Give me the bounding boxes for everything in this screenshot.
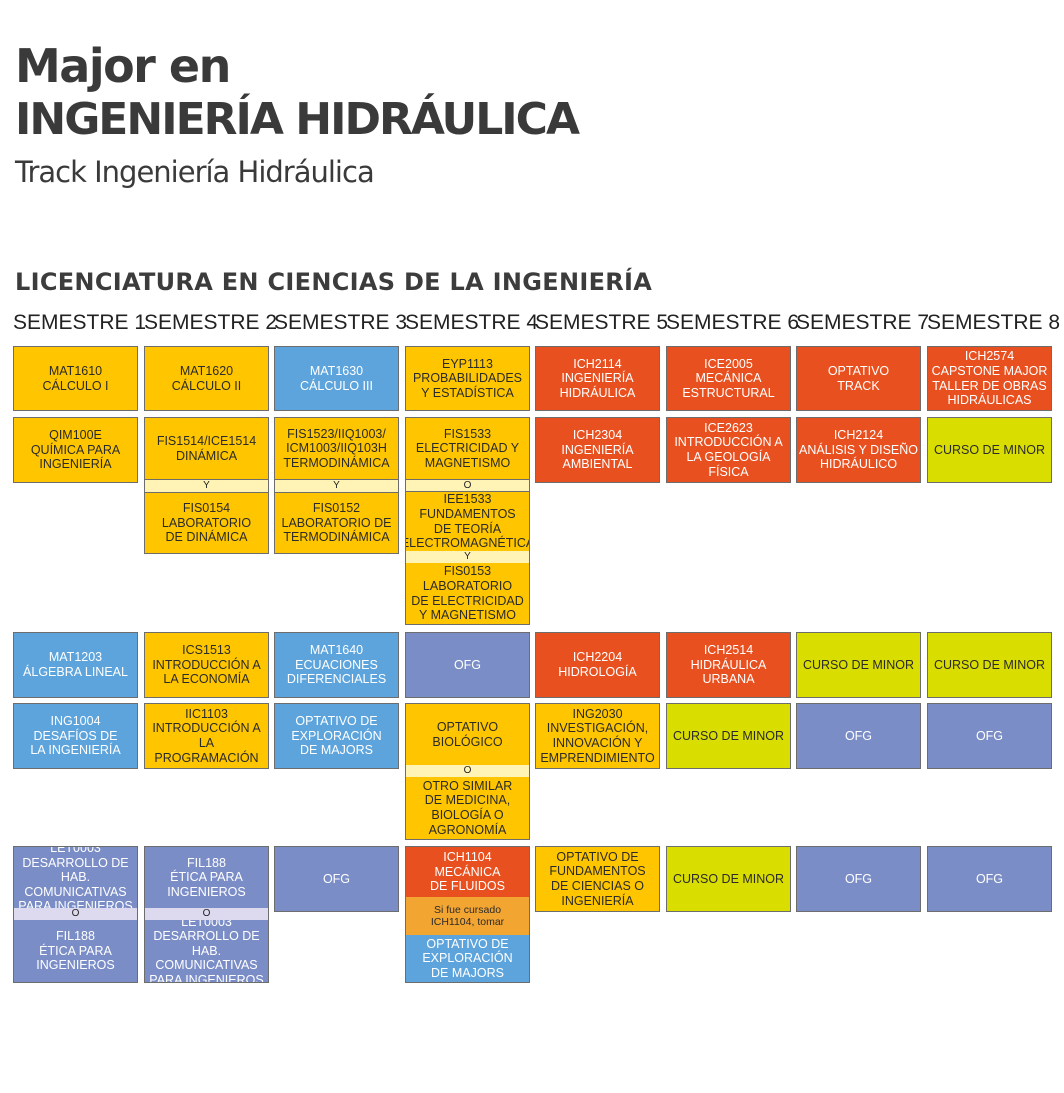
course-optativo-biologico: OPTATIVO BIOLÓGICO <box>405 703 530 765</box>
semester-header-4: SEMESTRE 4 <box>405 311 539 334</box>
track-subtitle: Track Ingeniería Hidráulica <box>15 155 375 189</box>
semester-header-5: SEMESTRE 5 <box>535 311 669 334</box>
connector-o: O <box>405 480 530 491</box>
course-minor: CURSO DE MINOR <box>796 632 921 698</box>
course-ice2005: ICE2005 MECÁNICA ESTRUCTURAL <box>666 346 791 411</box>
course-note: Si fue cursado ICH1104, tomar <box>405 897 530 935</box>
course-ofg: OFG <box>927 846 1052 912</box>
course-ich2204: ICH2204 HIDROLOGÍA <box>535 632 660 698</box>
course-ofg: OFG <box>405 632 530 698</box>
course-fis1523: FIS1523/IIQ1003/ ICM1003/IIQ103H TERMODI… <box>274 417 399 480</box>
semester-header-8: SEMESTRE 8 <box>927 311 1061 334</box>
connector-y: Y <box>405 551 530 563</box>
course-minor: CURSO DE MINOR <box>927 417 1052 483</box>
course-fis1533: FIS1533 ELECTRICIDAD Y MAGNETISMO <box>405 417 530 480</box>
section-heading: LICENCIATURA EN CIENCIAS DE LA INGENIERÍ… <box>15 268 653 296</box>
semester-header-6: SEMESTRE 6 <box>666 311 800 334</box>
course-iee1533: IEE1533 FUNDAMENTOS DE TEORÍA ELECTROMAG… <box>405 491 530 551</box>
course-ofg: OFG <box>927 703 1052 769</box>
course-optativo-fundamentos: OPTATIVO DE FUNDAMENTOS DE CIENCIAS O IN… <box>535 846 660 912</box>
course-ich2514: ICH2514 HIDRÁULICA URBANA <box>666 632 791 698</box>
course-optativo-track: OPTATIVO TRACK <box>796 346 921 411</box>
course-mat1620: MAT1620 CÁLCULO II <box>144 346 269 411</box>
course-mat1610: MAT1610 CÁLCULO I <box>13 346 138 411</box>
course-minor: CURSO DE MINOR <box>666 703 791 769</box>
course-ofg: OFG <box>796 846 921 912</box>
course-ice2623: ICE2623 INTRODUCCIÓN A LA GEOLOGÍA FÍSIC… <box>666 417 791 483</box>
course-ofg: OFG <box>796 703 921 769</box>
semester-header-7: SEMESTRE 7 <box>796 311 930 334</box>
course-fis0152: FIS0152 LABORATORIO DE TERMODINÁMICA <box>274 492 399 554</box>
course-iic1103: IIC1103 INTRODUCCIÓN A LA PROGRAMACIÓN <box>144 703 269 769</box>
course-ich2114: ICH2114 INGENIERÍA HIDRÁULICA <box>535 346 660 411</box>
connector-o: O <box>13 908 138 920</box>
course-mat1630: MAT1630 CÁLCULO III <box>274 346 399 411</box>
title-line-2: INGENIERÍA HIDRÁULICA <box>15 94 580 145</box>
course-ics1513: ICS1513 INTRODUCCIÓN A LA ECONOMÍA <box>144 632 269 698</box>
course-fil188: FIL188 ÉTICA PARA INGENIEROS <box>13 920 138 983</box>
course-let0003: LET0003 DESARROLLO DE HAB. COMUNICATIVAS… <box>144 920 269 983</box>
course-minor: CURSO DE MINOR <box>927 632 1052 698</box>
semester-header-2: SEMESTRE 2 <box>144 311 278 334</box>
course-eyp1113: EYP1113 PROBABILIDADES Y ESTADÍSTICA <box>405 346 530 411</box>
course-optativo-exploracion: OPTATIVO DE EXPLORACIÓN DE MAJORS <box>405 935 530 983</box>
course-fis0154: FIS0154 LABORATORIO DE DINÁMICA <box>144 492 269 554</box>
title-line-1: Major en <box>15 39 231 93</box>
course-ing1004: ING1004 DESAFÍOS DE LA INGENIERÍA <box>13 703 138 769</box>
course-ich2124: ICH2124 ANÁLISIS Y DISEÑO HIDRÁULICO <box>796 417 921 483</box>
course-ich2304: ICH2304 INGENIERÍA AMBIENTAL <box>535 417 660 483</box>
course-mat1640: MAT1640 ECUACIONES DIFERENCIALES <box>274 632 399 698</box>
connector-y: Y <box>274 480 399 492</box>
course-minor: CURSO DE MINOR <box>666 846 791 912</box>
course-qim100e: QIM100E QUÍMICA PARA INGENIERÍA <box>13 417 138 483</box>
course-fis0153: FIS0153 LABORATORIO DE ELECTRICIDAD Y MA… <box>405 563 530 625</box>
semester-header-1: SEMESTRE 1 <box>13 311 147 334</box>
course-fil188: FIL188 ÉTICA PARA INGENIEROS <box>144 846 269 908</box>
course-ofg: OFG <box>274 846 399 912</box>
course-otro-similar: OTRO SIMILAR DE MEDICINA, BIOLOGÍA O AGR… <box>405 777 530 840</box>
course-ich2574: ICH2574 CAPSTONE MAJOR TALLER DE OBRAS H… <box>927 346 1052 411</box>
connector-o: O <box>405 765 530 777</box>
connector-y: Y <box>144 480 269 492</box>
course-mat1203: MAT1203 ÁLGEBRA LINEAL <box>13 632 138 698</box>
semester-header-3: SEMESTRE 3 <box>274 311 408 334</box>
course-fis1514: FIS1514/ICE1514 DINÁMICA <box>144 417 269 480</box>
course-optativo-exploracion: OPTATIVO DE EXPLORACIÓN DE MAJORS <box>274 703 399 769</box>
course-ich1104: ICH1104 MECÁNICA DE FLUIDOS <box>405 846 530 897</box>
connector-o: O <box>144 908 269 920</box>
course-ing2030: ING2030 INVESTIGACIÓN, INNOVACIÓN Y EMPR… <box>535 703 660 769</box>
course-let0003: LET0003 DESARROLLO DE HAB. COMUNICATIVAS… <box>13 846 138 908</box>
